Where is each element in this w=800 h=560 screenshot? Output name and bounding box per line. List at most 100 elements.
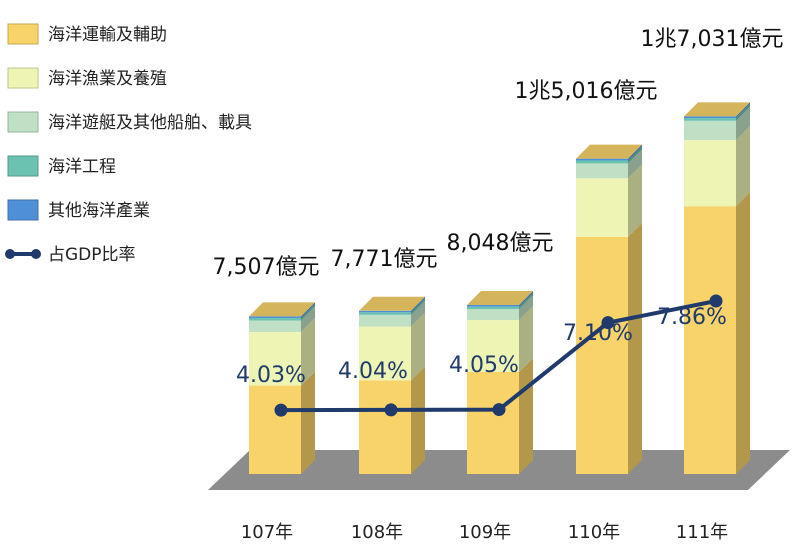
bar-segment <box>467 309 519 321</box>
legend-label: 海洋遊艇及其他船舶、載具 <box>48 113 252 133</box>
legend-label: 其他海洋產業 <box>48 201 150 221</box>
gdp-ratio-label: 7.10% <box>563 321 633 346</box>
bar-stack-4 <box>576 144 642 474</box>
bars <box>249 102 750 474</box>
bar-segment-side <box>736 106 750 141</box>
bar-segment <box>467 306 519 310</box>
x-tick-label: 111年 <box>676 522 728 543</box>
bar-segment-side <box>736 104 750 121</box>
bar-segment <box>576 158 628 161</box>
legend-line-marker <box>5 249 15 259</box>
data-labels: 7,507億元 7,771億元 8,048億元 1兆5,016億元 1兆7,031億元 4… <box>213 27 784 388</box>
total-label: 1兆5,016億元 <box>515 79 658 104</box>
legend: 海洋運輸及輔助海洋漁業及養殖海洋遊艇及其他船舶、載具海洋工程其他海洋產業占GDP… <box>5 23 252 265</box>
bar-segment <box>249 316 301 318</box>
bar-segment-side <box>628 149 642 179</box>
bar-segment <box>684 140 736 207</box>
bar-segment <box>576 178 628 237</box>
bar-segment <box>576 163 628 179</box>
legend-line-marker <box>31 249 41 259</box>
legend-swatch <box>7 67 39 89</box>
bar-segment <box>359 314 411 327</box>
bar-segment <box>684 118 736 121</box>
bar-stack-3 <box>467 290 533 474</box>
bar-segment-side <box>736 126 750 207</box>
bar-stack-2 <box>359 296 425 474</box>
bar-segment-side <box>301 302 315 318</box>
bar-segment-side <box>301 318 315 386</box>
bar-segment-side <box>301 303 315 321</box>
bar-segment-side <box>519 292 533 310</box>
bar-segment <box>467 371 519 474</box>
bar-top <box>684 102 750 117</box>
bar-segment <box>684 120 736 141</box>
legend-label: 海洋漁業及養殖 <box>48 69 167 89</box>
bar-top <box>576 144 642 159</box>
bar-segment <box>684 206 736 474</box>
bar-segment <box>359 310 411 313</box>
bar-segment-side <box>628 144 642 161</box>
bar-segment-side <box>628 222 642 474</box>
legend-swatch <box>7 199 39 221</box>
bar-segment-side <box>301 306 315 333</box>
x-tick-label: 110年 <box>568 522 620 543</box>
bar-segment-side <box>411 312 425 381</box>
bar-segment <box>359 326 411 381</box>
bar-segment <box>467 304 519 307</box>
bar-segment <box>249 332 301 386</box>
bar-stack-5 <box>684 102 750 474</box>
bar-segment-side <box>411 296 425 313</box>
legend-swatch <box>7 155 39 177</box>
gdp-ratio-label: 7.86% <box>657 305 727 330</box>
bar-segment <box>249 385 301 474</box>
bar-segment-side <box>736 192 750 474</box>
gdp-ratio-label: 4.03% <box>236 363 306 388</box>
bar-segment-side <box>628 146 642 164</box>
total-label: 7,771億元 <box>331 247 438 272</box>
gdp-ratio-point <box>274 403 288 417</box>
gdp-ratio-point <box>601 316 615 330</box>
legend-label: 海洋工程 <box>48 157 116 177</box>
bar-segment <box>359 380 411 474</box>
bar-top <box>467 290 533 305</box>
bar-segment-side <box>519 306 533 372</box>
bar-segment <box>359 312 411 315</box>
bar-segment-side <box>519 357 533 474</box>
bar-segment <box>467 320 519 372</box>
legend-label: 海洋運輸及輔助 <box>48 25 167 45</box>
legend-swatch <box>7 23 39 45</box>
x-axis-ticks: 107年 108年 109年 110年 111年 <box>241 522 728 543</box>
bar-stack-1 <box>249 302 315 474</box>
total-label: 1兆7,031億元 <box>641 27 784 52</box>
bar-segment-side <box>411 298 425 315</box>
x-tick-label: 107年 <box>241 522 293 543</box>
bar-segment-side <box>628 164 642 237</box>
bar-segment-side <box>411 300 425 327</box>
x-tick-label: 108年 <box>351 522 403 543</box>
gdp-ratio-point <box>492 403 506 417</box>
bar-segment <box>576 236 628 474</box>
bar-segment <box>249 317 301 321</box>
legend-label: 占GDP比率 <box>48 245 136 265</box>
total-label: 7,507億元 <box>213 255 320 280</box>
bar-segment-side <box>411 366 425 474</box>
x-tick-label: 109年 <box>459 522 511 543</box>
bar-segment-side <box>519 290 533 307</box>
bar-segment <box>576 160 628 164</box>
bar-segment-side <box>736 102 750 119</box>
gdp-ratio-point <box>384 403 398 417</box>
bar-top <box>249 302 315 317</box>
bar-segment <box>249 320 301 333</box>
legend-swatch <box>7 111 39 133</box>
bar-segment-side <box>519 295 533 321</box>
bar-top <box>359 296 425 311</box>
total-label: 8,048億元 <box>447 231 554 256</box>
gdp-ratio-label: 4.05% <box>449 353 519 378</box>
gdp-ratio-point <box>709 294 723 308</box>
bar-segment <box>684 116 736 119</box>
gdp-ratio-line <box>274 294 723 417</box>
bar-segment-side <box>301 371 315 474</box>
gdp-ratio-label: 4.04% <box>338 359 408 384</box>
